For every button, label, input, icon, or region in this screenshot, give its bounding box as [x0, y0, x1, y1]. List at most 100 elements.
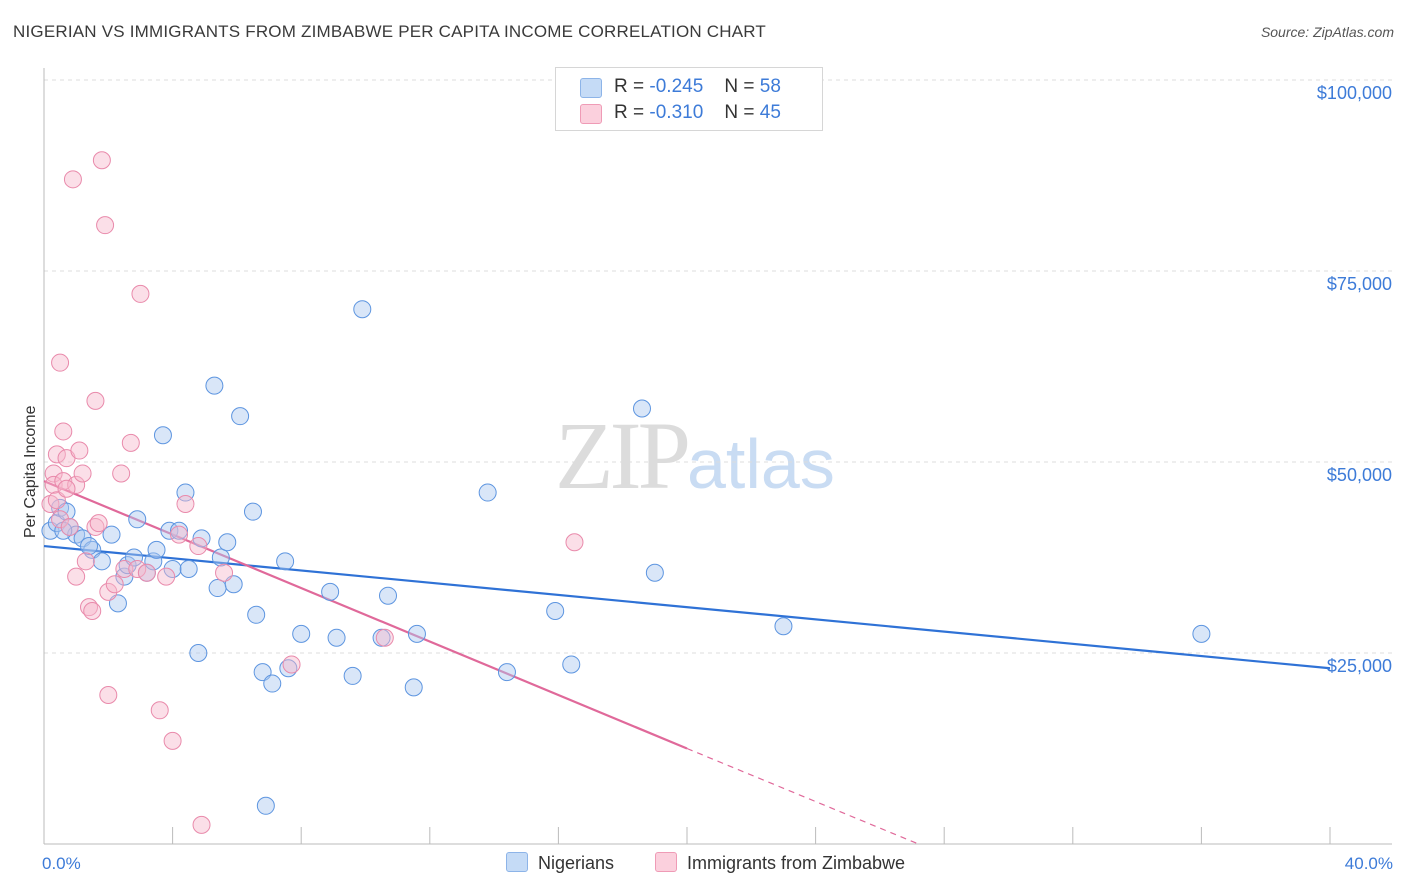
nigerian-point	[163, 559, 182, 578]
legend-swatch-blue	[506, 852, 528, 872]
x-tick-label: 40.0%	[1345, 854, 1393, 873]
zimbabwe-trend-line	[43, 480, 688, 750]
nigerian-point	[407, 624, 426, 643]
nigerian-point	[292, 624, 311, 643]
zimbabwe-point	[115, 559, 134, 578]
nigerian-point	[404, 678, 423, 697]
legend-r-label: R =	[614, 76, 645, 97]
zimbabwe-point	[51, 510, 70, 529]
nigerian-point	[160, 521, 179, 540]
zimbabwe-point	[105, 575, 124, 594]
zimbabwe-point	[176, 495, 195, 514]
nigerian-point	[189, 644, 208, 662]
watermark: ZIPatlas	[555, 400, 835, 511]
zimbabwe-point	[128, 559, 147, 578]
legend-r-value: -0.310	[649, 102, 704, 123]
nigerian-point	[562, 655, 581, 674]
source-label: Source: ZipAtlas.com	[1260, 24, 1394, 40]
nigerian-point	[353, 300, 372, 319]
zimbabwe-point	[99, 582, 118, 601]
watermark-atlas: atlas	[687, 425, 835, 503]
nigerian-point	[247, 605, 266, 624]
nigerian-point	[343, 666, 362, 685]
nigerian-point	[108, 594, 127, 613]
legend-n-label: N =	[724, 102, 755, 123]
nigerian-point	[170, 521, 189, 540]
zimbabwe-point	[215, 563, 234, 582]
zimbabwe-point	[63, 170, 82, 189]
nigerian-point	[379, 586, 398, 605]
legend-item-zimbabwe: Immigrants from Zimbabwe	[655, 852, 905, 874]
zimbabwe-point	[57, 479, 76, 498]
legend-swatch-pink	[580, 104, 602, 124]
legend-n-label: N =	[724, 76, 755, 97]
zimbabwe-point	[47, 445, 66, 464]
nigerian-trend-line	[43, 544, 1331, 670]
zimbabwe-point	[150, 701, 169, 720]
zimbabwe-point	[282, 655, 301, 674]
zimbabwe-point	[112, 464, 131, 483]
zimbabwe-point	[170, 525, 189, 544]
legend-n-value: 58	[759, 76, 781, 97]
zimbabwe-point	[131, 284, 150, 303]
zimbabwe-point	[73, 464, 92, 483]
nigerian-point	[497, 663, 516, 682]
zimbabwe-point	[86, 391, 105, 410]
y-tick-label: $75,000	[1327, 274, 1392, 294]
nigerian-point	[218, 533, 237, 552]
nigerian-point	[1192, 624, 1211, 643]
nigerian-point	[253, 663, 272, 682]
nigerian-point	[256, 796, 275, 815]
y-tick-label: $25,000	[1327, 656, 1392, 676]
zimbabwe-point	[99, 686, 118, 705]
nigerian-point	[208, 579, 227, 598]
zimbabwe-point	[157, 567, 176, 586]
nigerian-point	[92, 552, 111, 571]
nigerian-point	[211, 548, 230, 567]
y-axis-label: Per Capita Income	[22, 405, 39, 538]
zimbabwe-trend-extension	[686, 747, 919, 845]
y-tick-label: $50,000	[1327, 465, 1392, 485]
zimbabwe-point	[92, 151, 111, 170]
legend-r-value: -0.245	[649, 76, 704, 97]
zimbabwe-point	[67, 475, 86, 494]
zimbabwe-point	[89, 514, 108, 533]
axis-labels: $100,000 $75,000 $50,000 $25,000 0.0% 40.0% Pe…	[22, 83, 1393, 873]
legend-r-label: R =	[614, 102, 645, 123]
nigerian-point	[774, 617, 793, 636]
zimbabwe-point	[60, 517, 79, 536]
nigerian-point	[147, 540, 166, 559]
nigerian-point	[231, 407, 250, 426]
nigerian-point	[645, 563, 664, 582]
nigerian-point	[546, 601, 565, 620]
nigerian-point	[153, 426, 172, 445]
zimbabwe-point	[137, 563, 156, 582]
legend-swatch-pink	[655, 852, 677, 872]
nigerian-point	[80, 537, 99, 556]
zimbabwe-point	[189, 537, 208, 556]
zimbabwe-point	[83, 601, 102, 620]
nigerian-point	[224, 575, 243, 594]
zimbabwe-point	[375, 628, 394, 647]
nigerian-point	[41, 521, 60, 540]
nigerian-point	[179, 559, 198, 578]
data-points	[41, 151, 1211, 834]
watermark-zip: ZIP	[555, 402, 691, 509]
axes	[43, 68, 1392, 845]
nigerian-point	[321, 582, 340, 601]
nigerian-point	[205, 376, 224, 395]
legend-label-zimbabwe: Immigrants from Zimbabwe	[687, 853, 906, 873]
nigerian-point	[632, 399, 651, 418]
nigerian-point	[144, 552, 163, 571]
nigerian-point	[478, 483, 497, 502]
zimbabwe-point	[47, 491, 66, 510]
nigerian-point	[276, 552, 295, 571]
legend-swatch-blue	[580, 78, 602, 98]
y-tick-label: $100,000	[1317, 83, 1392, 103]
legend-n-value: 45	[759, 102, 781, 123]
zimbabwe-point	[163, 731, 182, 750]
nigerian-point	[102, 525, 121, 544]
zimbabwe-point	[121, 433, 140, 452]
legend-text-zimbabwe: R = -0.310 N = 45	[614, 102, 781, 124]
